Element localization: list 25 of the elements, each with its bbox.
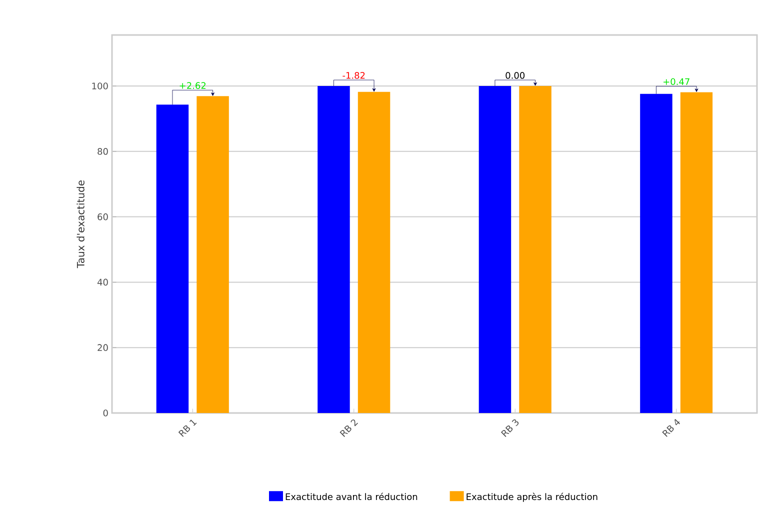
x-tick-label: RB 2	[340, 419, 358, 437]
y-tick-label: 100	[92, 82, 108, 90]
annotation: 0.00	[506, 72, 525, 79]
y-tick-label: 40	[97, 278, 108, 286]
y-tick-label: 60	[98, 213, 108, 220]
x-tick-label: RB 4	[662, 419, 680, 437]
x-tick-label: RB 3	[500, 419, 519, 437]
annotation: -1.82	[342, 72, 365, 79]
bar	[519, 86, 552, 413]
y-tick-label: 20	[98, 344, 108, 351]
y-tick-label: 80	[98, 148, 108, 155]
y-axis-title: Taux d'exactitude	[76, 180, 84, 268]
bar	[318, 86, 350, 413]
bar	[358, 92, 390, 413]
legend-label: Exactitude après la réduction	[466, 492, 598, 502]
bar	[478, 86, 512, 413]
bar	[640, 94, 672, 413]
bar	[156, 104, 189, 413]
legend-label: Exactitude avant la réduction	[286, 492, 418, 500]
bar	[196, 96, 229, 413]
annotation: +2.62	[180, 82, 206, 89]
x-tick-label: RB 1	[178, 420, 197, 437]
annotation: +0.47	[664, 78, 690, 86]
y-tick-label: 0	[103, 410, 108, 416]
bar	[680, 92, 713, 413]
